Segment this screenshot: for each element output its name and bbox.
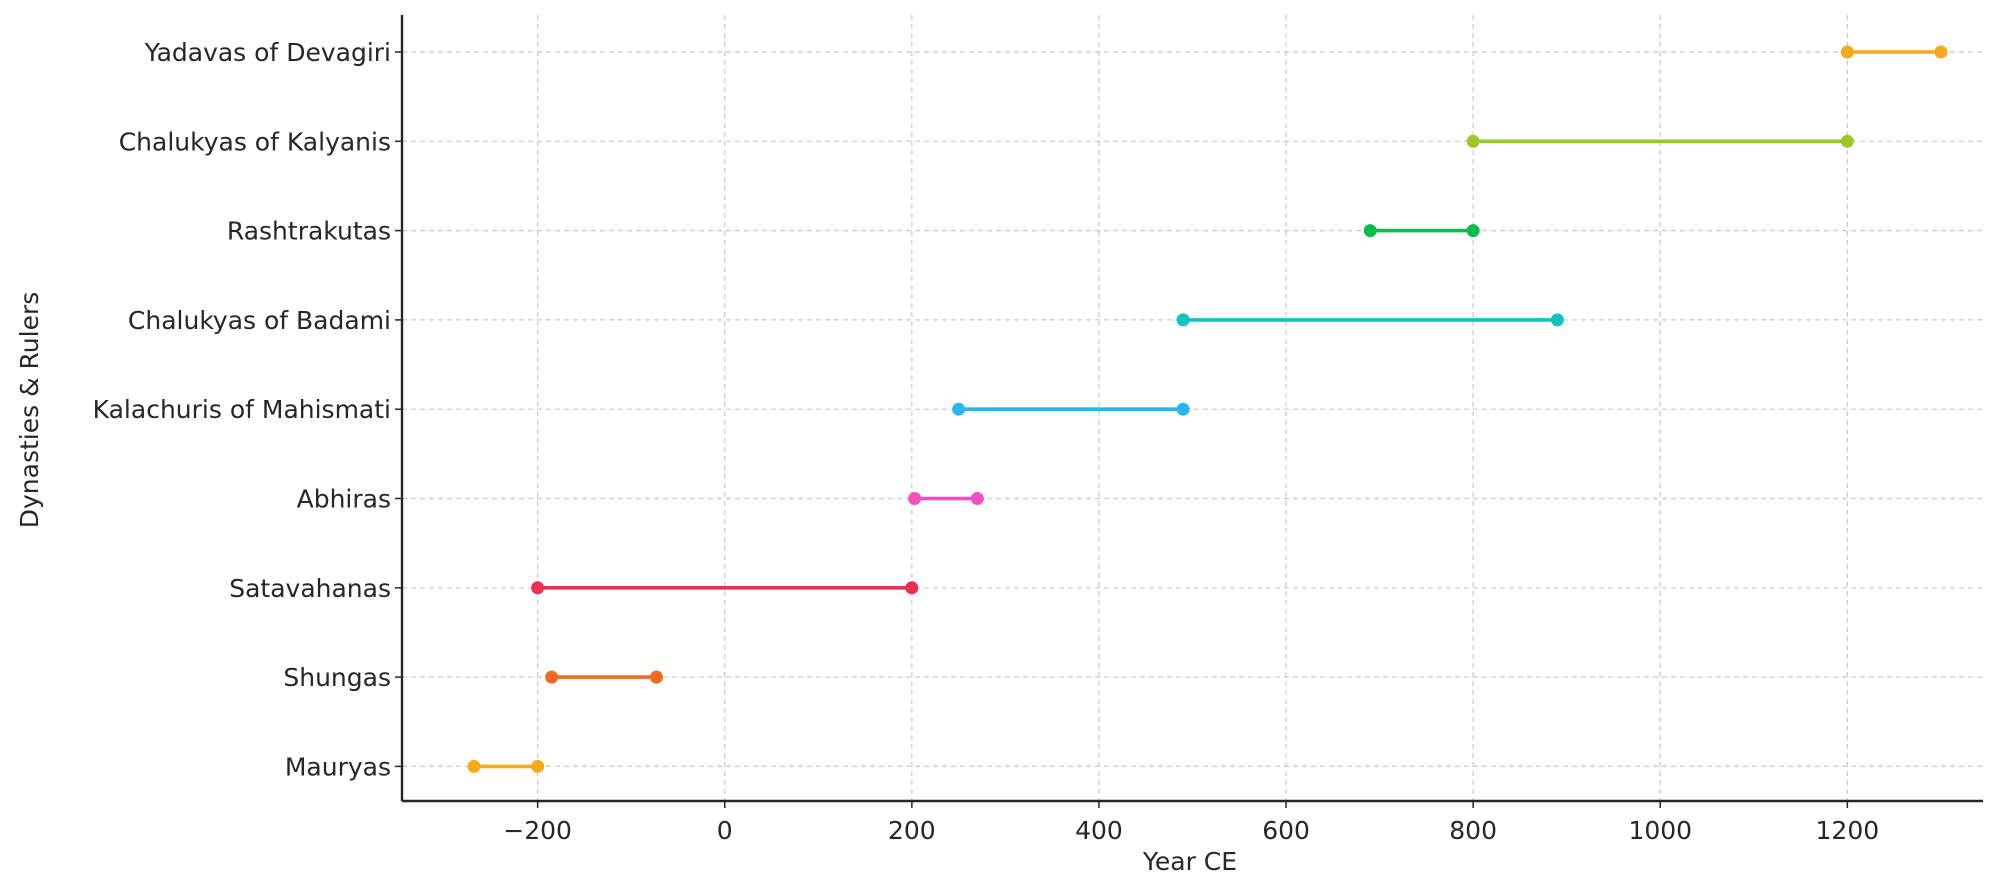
x-tick-label: 0 [717,816,733,845]
end-point [649,670,663,684]
end-point [1840,134,1854,148]
x-axis-label: Year CE [1142,847,1237,876]
y-tick-label: Kalachuris of Mahismati [93,395,391,424]
y-tick-label: Abhiras [297,485,391,514]
grid-layer [402,15,1983,801]
start-point [531,581,545,595]
start-point [908,492,922,505]
start-point [1840,45,1854,59]
x-tick-label: 600 [1262,816,1310,845]
y-tick-label: Chalukyas of Kalyanis [119,127,391,156]
x-tick-label: 200 [888,816,936,845]
end-point [1550,313,1564,327]
x-tick-label: 1000 [1628,816,1692,845]
y-axis-label: Dynasties & Rulers [15,292,44,529]
x-tick-label: 1200 [1816,816,1880,845]
x-tick-label: −200 [503,816,572,845]
end-point [1176,402,1190,416]
start-point [545,670,559,684]
y-tick-label: Rashtrakutas [227,217,391,246]
x-tick-label: 800 [1449,816,1497,845]
start-point [1176,313,1190,327]
y-tick-label: Mauryas [285,752,391,781]
start-point [467,759,481,773]
start-point [952,402,966,416]
y-tick-label: Yadavas of Devagiri [144,38,391,67]
end-point [905,581,919,595]
start-point [1363,224,1377,238]
end-point [1934,45,1948,59]
start-point [1466,134,1480,148]
y-tick-label: Shungas [283,663,391,692]
x-tick-label: 400 [1075,816,1123,845]
end-point [970,492,984,505]
data-layer [467,45,1948,773]
y-tick-label: Satavahanas [229,574,391,603]
axes-layer: −200 0 200 400 600 800 1000 1200 Mauryas Shungas S… [93,15,1983,845]
end-point [1466,224,1480,238]
y-tick-label: Chalukyas of Badami [128,306,391,335]
end-point [531,759,545,773]
